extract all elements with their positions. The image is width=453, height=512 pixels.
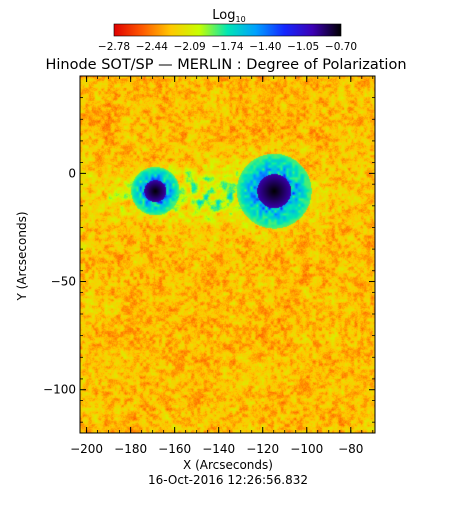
colorbar-ticks: −2.78 −2.44 −2.09 −1.74 −1.40 −1.05 −0.70 bbox=[98, 41, 357, 53]
colorbar-tick-label: −2.09 bbox=[174, 41, 206, 53]
colorbar bbox=[113, 23, 342, 37]
x-axis: −200 −180 −160 −140 −120 −100 −80 bbox=[70, 76, 374, 456]
colorbar-tick-label: −0.70 bbox=[325, 41, 357, 53]
y-axis: 0 −50 −100 bbox=[43, 97, 375, 423]
x-tick-label: −80 bbox=[338, 442, 363, 456]
x-tick-label: −120 bbox=[246, 442, 279, 456]
x-tick-label: −100 bbox=[290, 442, 323, 456]
colorbar-label: Log10 bbox=[212, 8, 245, 24]
colorbar-tick-label: −2.44 bbox=[136, 41, 168, 53]
plot-frame bbox=[79, 75, 376, 434]
x-tick-label: −160 bbox=[158, 442, 191, 456]
colorbar-tick-label: −1.74 bbox=[211, 41, 243, 53]
x-tick-label: −140 bbox=[202, 442, 235, 456]
chart-title: Hinode SOT/SP — MERLIN : Degree of Polar… bbox=[45, 57, 406, 73]
polarization-map bbox=[80, 76, 375, 433]
colorbar-tick-label: −1.05 bbox=[287, 41, 319, 53]
x-tick-label: −200 bbox=[70, 442, 103, 456]
y-axis-label: Y (Arcseconds) bbox=[15, 211, 29, 301]
x-axis-label: X (Arcseconds) bbox=[183, 458, 273, 472]
y-tick-label: 0 bbox=[68, 166, 76, 180]
timestamp: 16-Oct-2016 12:26:56.832 bbox=[148, 473, 308, 487]
y-tick-label: −50 bbox=[51, 275, 76, 289]
x-tick-label: −180 bbox=[114, 442, 147, 456]
polarization-image bbox=[80, 76, 375, 433]
colorbar-tick-label: −2.78 bbox=[98, 41, 130, 53]
y-tick-label: −100 bbox=[43, 383, 76, 397]
colorbar-tick-label: −1.40 bbox=[249, 41, 281, 53]
